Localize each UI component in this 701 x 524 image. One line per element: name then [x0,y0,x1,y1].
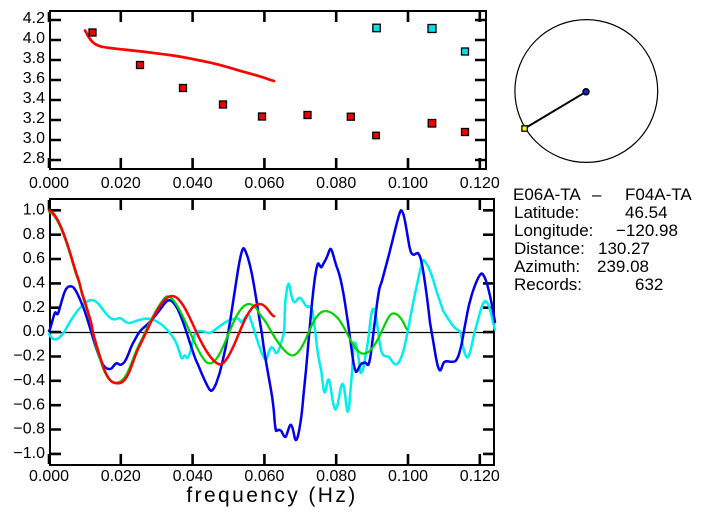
svg-text:0.000: 0.000 [29,468,69,485]
svg-text:0.000: 0.000 [29,175,69,192]
svg-text:−0.8: −0.8 [13,421,45,438]
svg-text:3.2: 3.2 [23,110,45,127]
svg-text:0.060: 0.060 [244,175,284,192]
svg-text:0.120: 0.120 [460,468,500,485]
svg-text:0.080: 0.080 [316,468,356,485]
svg-text:−0.2: −0.2 [13,348,45,365]
svg-text:0.0: 0.0 [23,323,45,340]
svg-text:130.27: 130.27 [598,239,650,258]
svg-text:Latitude:: Latitude: [514,203,579,222]
svg-text:0.100: 0.100 [388,468,428,485]
svg-text:4.0: 4.0 [23,30,45,47]
svg-text:0.100: 0.100 [388,175,428,192]
svg-text:46.54: 46.54 [625,203,668,222]
svg-text:3.0: 3.0 [23,130,45,147]
svg-text:Longitude:: Longitude: [514,221,593,240]
svg-text:Records:: Records: [514,275,582,294]
svg-text:3.8: 3.8 [23,50,45,67]
svg-text:Distance:: Distance: [514,239,585,258]
svg-text:–: – [592,185,602,204]
svg-text:0.8: 0.8 [23,226,45,243]
svg-text:4.2: 4.2 [23,10,45,27]
svg-text:0.6: 0.6 [23,250,45,267]
svg-text:E06A-TA: E06A-TA [513,185,581,204]
svg-text:−1.0: −1.0 [13,445,45,462]
svg-text:1.0: 1.0 [23,201,45,218]
svg-text:0.020: 0.020 [101,175,141,192]
svg-text:frequency (Hz): frequency (Hz) [186,484,357,507]
svg-text:−0.6: −0.6 [13,396,45,413]
svg-text:Azimuth:: Azimuth: [514,257,580,276]
svg-text:0.4: 0.4 [23,275,45,292]
svg-text:0.080: 0.080 [316,175,356,192]
svg-text:2.8: 2.8 [23,150,45,167]
svg-text:0.040: 0.040 [173,468,213,485]
svg-text:3.4: 3.4 [23,90,45,107]
svg-text:0.060: 0.060 [244,468,284,485]
svg-text:3.6: 3.6 [23,70,45,87]
svg-text:632: 632 [635,275,663,294]
svg-text:−120.98: −120.98 [616,221,678,240]
svg-text:F04A-TA: F04A-TA [625,185,692,204]
svg-text:0.020: 0.020 [101,468,141,485]
svg-text:239.08: 239.08 [597,257,649,276]
svg-text:0.2: 0.2 [23,299,45,316]
svg-text:−0.4: −0.4 [13,372,45,389]
svg-text:0.120: 0.120 [460,175,500,192]
svg-text:0.040: 0.040 [173,175,213,192]
